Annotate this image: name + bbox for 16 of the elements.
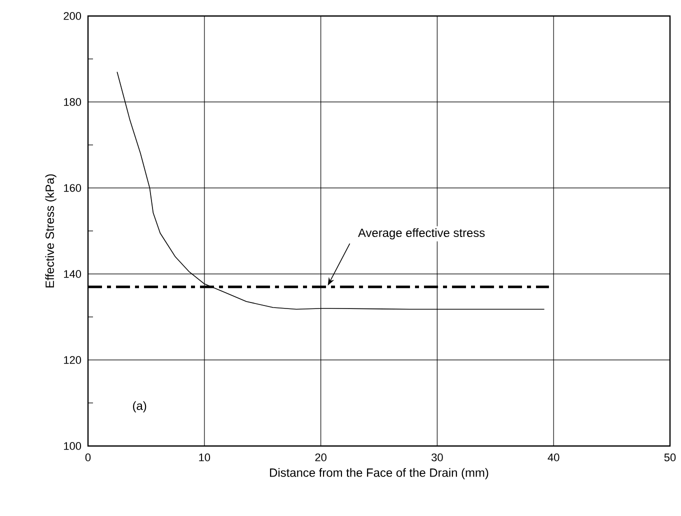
x-tick-label: 40 [548,454,560,462]
y-tick-label: 180 [64,98,82,106]
annotation: Average effective stress [358,228,485,240]
annotation: (a) [133,401,146,412]
x-tick-label: 0 [85,454,91,462]
y-tick-label: 140 [64,270,82,278]
y-axis-title: Effective Stress (kPa) [45,174,56,288]
x-tick-label: 20 [315,454,326,462]
x-axis-title: Distance from the Face of the Drain (mm) [270,468,488,480]
y-tick-label: 120 [64,356,82,364]
x-tick-label: 10 [199,454,210,462]
x-tick-label: 50 [664,454,676,462]
x-tick-label: 30 [432,454,443,462]
y-tick-label: 100 [64,442,82,450]
y-tick-label: 200 [64,12,82,20]
y-tick-label: 160 [64,184,82,192]
